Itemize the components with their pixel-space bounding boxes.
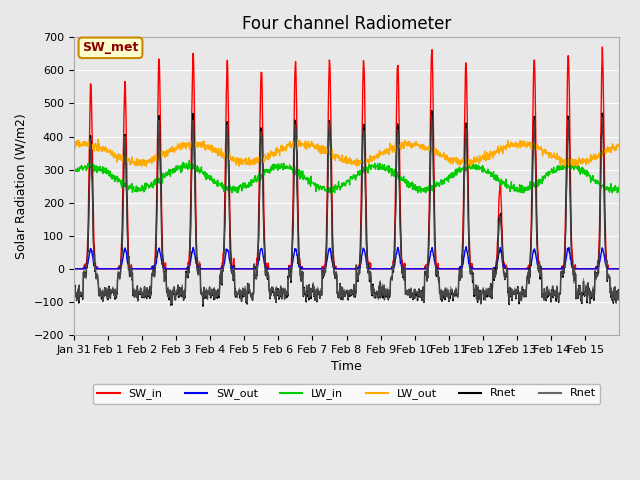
LW_in [609,188,617,194]
SW_out [476,266,483,272]
SW_in [616,266,623,272]
LW_in [323,187,330,192]
Rnet [556,291,564,297]
Line: Rnet: Rnet [74,111,620,306]
Rnet [616,287,623,292]
Line: LW_in: LW_in [74,160,620,193]
Rnet [156,117,163,123]
Rnet [616,287,623,292]
LW_in [156,177,163,182]
SW_out [70,266,77,272]
Rnet [333,272,340,278]
Y-axis label: Solar Radiation (W/m2): Solar Radiation (W/m2) [15,113,28,259]
SW_in [322,247,330,253]
LW_out [616,144,623,150]
Rnet [609,290,617,296]
Rnet [428,112,436,118]
SW_out [609,266,616,272]
Rnet [156,113,163,119]
Line: SW_in: SW_in [74,47,620,269]
LW_out [156,153,164,158]
SW_in [555,266,563,272]
LW_in [70,168,77,174]
Rnet [476,293,484,299]
LW_out [556,161,564,167]
Rnet [609,289,617,295]
SW_out [322,262,330,267]
SW_in [70,266,77,272]
LW_in [333,183,340,189]
SW_in [475,266,483,272]
SW_out [332,266,340,272]
LW_in [556,163,564,169]
Rnet [476,291,484,297]
LW_in [234,190,241,196]
LW_out [333,154,340,159]
LW_out [476,153,484,158]
Rnet [70,289,77,295]
LW_out [323,150,330,156]
LW_out [70,140,77,146]
Legend: SW_in, SW_out, LW_in, LW_out, Rnet, Rnet: SW_in, SW_out, LW_in, LW_out, Rnet, Rnet [93,384,600,404]
SW_in [598,44,606,50]
SW_out [462,244,470,250]
Rnet [199,303,207,309]
LW_in [476,165,484,171]
SW_out [556,266,563,272]
Line: SW_out: SW_out [74,247,620,269]
LW_in [616,183,623,189]
SW_out [616,266,623,272]
Line: LW_out: LW_out [74,139,620,166]
Rnet [323,253,330,259]
Rnet [333,271,340,276]
SW_in [609,266,616,272]
SW_out [156,245,163,251]
Text: SW_met: SW_met [83,41,139,54]
LW_out [609,143,617,148]
Rnet [428,108,436,114]
Title: Four channel Radiometer: Four channel Radiometer [242,15,451,33]
Rnet [199,301,207,307]
LW_out [138,163,145,169]
Rnet [323,255,330,261]
Rnet [70,289,77,295]
LW_out [95,136,102,142]
Line: Rnet: Rnet [74,115,620,304]
Rnet [556,291,564,297]
LW_in [186,157,193,163]
SW_in [332,266,340,272]
X-axis label: Time: Time [332,360,362,373]
SW_in [156,57,163,63]
